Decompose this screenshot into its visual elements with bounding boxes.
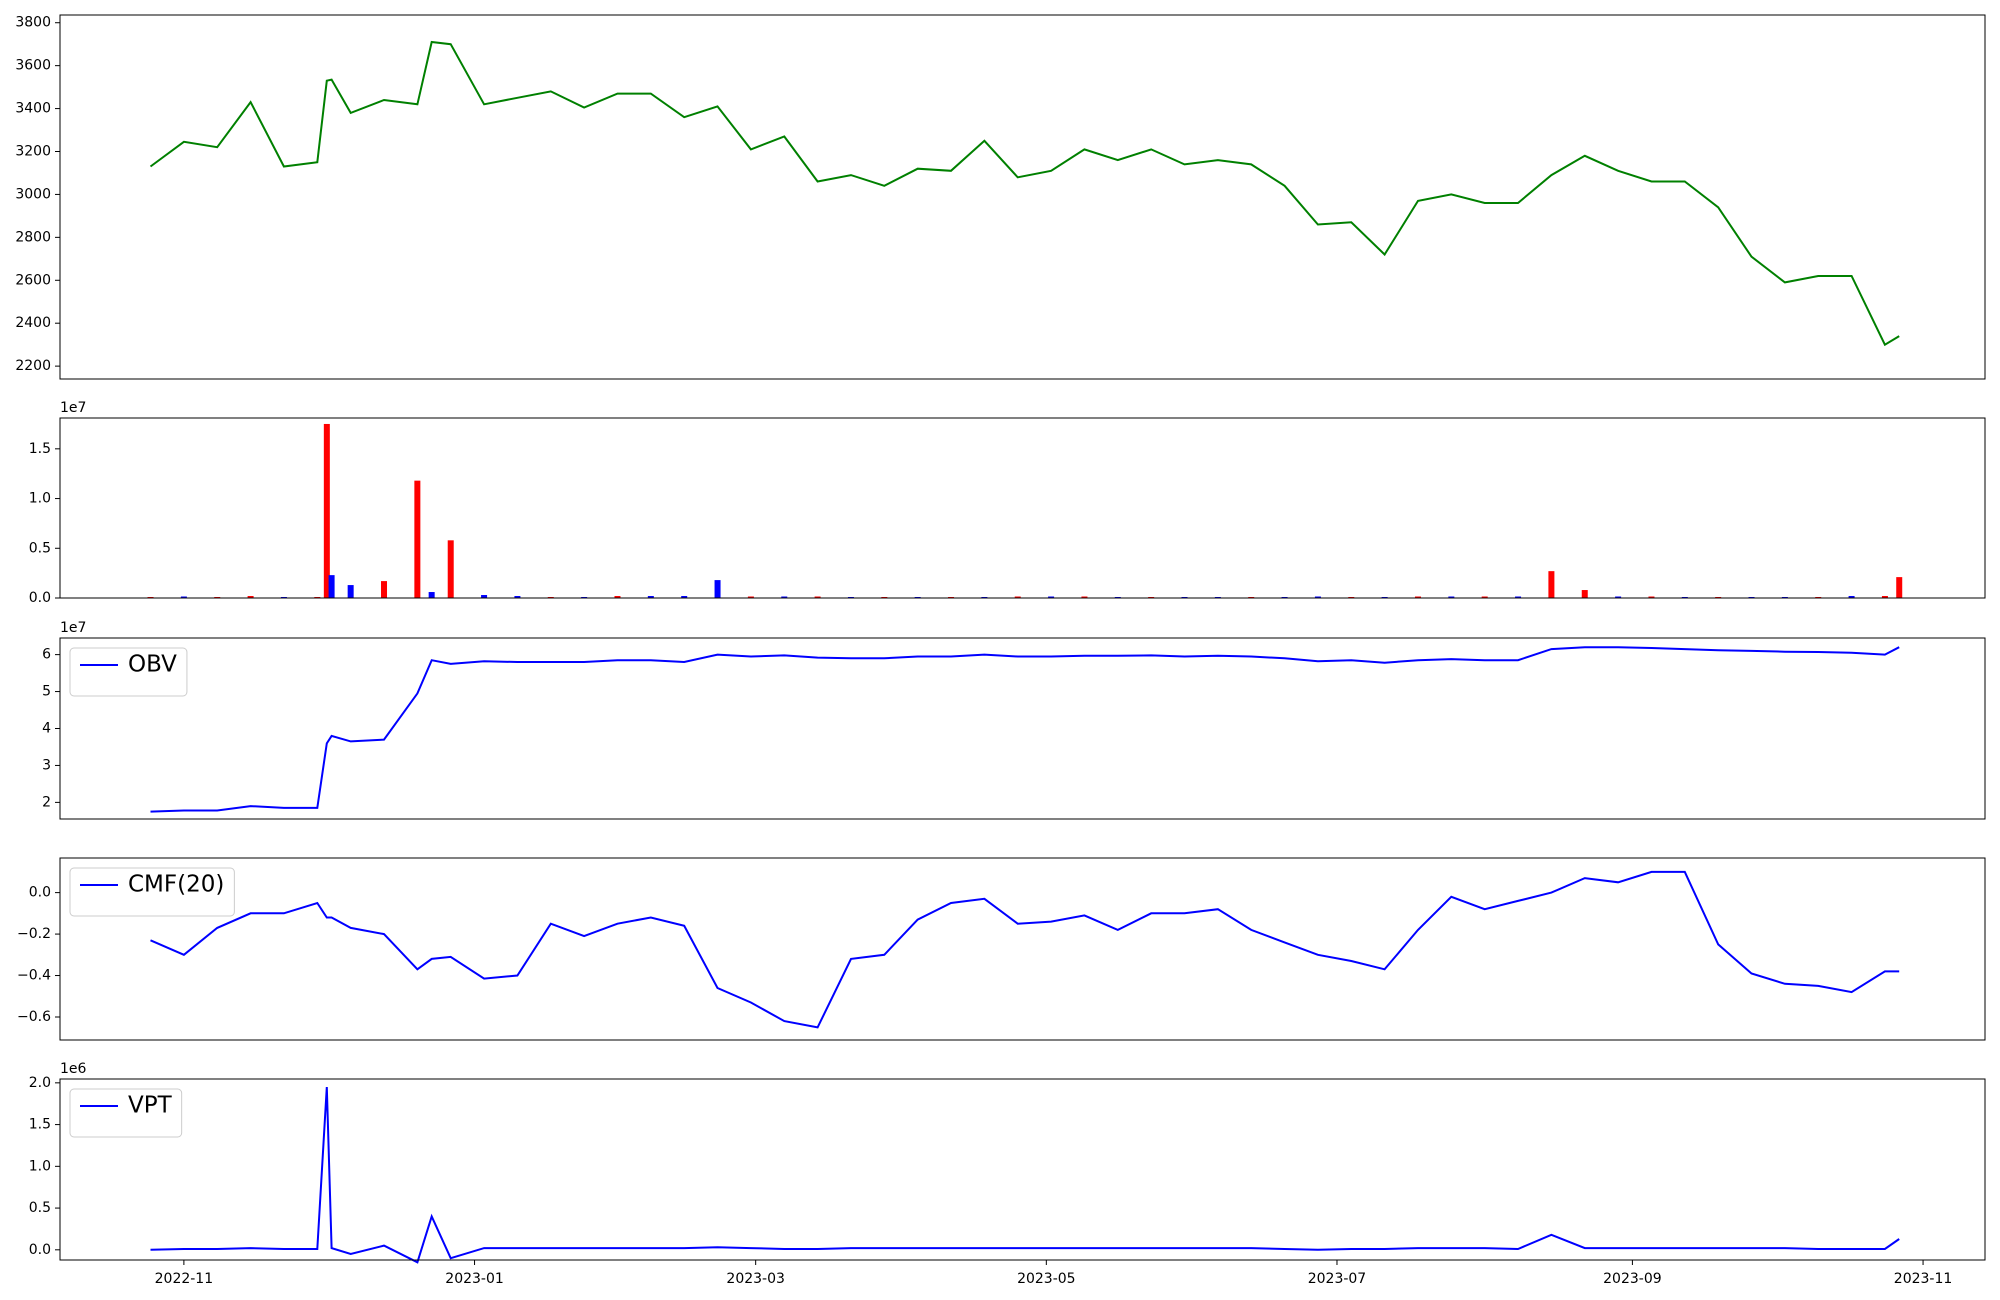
y-tick-label: 2.0 bbox=[29, 1075, 51, 1091]
x-tick-label: 2023-01 bbox=[445, 1271, 504, 1287]
y-tick-label: 0.0 bbox=[29, 1242, 51, 1258]
bar bbox=[381, 581, 388, 598]
bar bbox=[514, 596, 521, 598]
y-tick-label: 3800 bbox=[15, 15, 51, 31]
bar bbox=[1896, 577, 1903, 598]
bar bbox=[447, 540, 454, 598]
bar bbox=[1314, 596, 1321, 598]
bar bbox=[1481, 596, 1488, 598]
axes-frame bbox=[59, 1078, 1986, 1261]
y-tick-label: 2400 bbox=[15, 315, 51, 331]
y-tick-label: 1.5 bbox=[29, 441, 51, 457]
bar bbox=[1414, 596, 1421, 598]
legend-label: CMF(20) bbox=[128, 872, 224, 898]
axes-frame bbox=[59, 857, 1986, 1041]
y-tick-label: 2 bbox=[42, 794, 51, 810]
legend-label: OBV bbox=[128, 652, 177, 678]
y-tick-label: 3200 bbox=[15, 144, 51, 160]
x-tick-label: 2023-11 bbox=[1894, 1271, 1953, 1287]
bar bbox=[814, 596, 821, 598]
y-tick-label: 1.0 bbox=[29, 1158, 51, 1174]
bar bbox=[247, 596, 254, 598]
legend-box bbox=[69, 647, 188, 697]
y-tick-label: 0.5 bbox=[29, 540, 51, 556]
offset-text: 1e6 bbox=[60, 1061, 87, 1077]
axes-frame bbox=[59, 14, 1986, 380]
bar bbox=[328, 575, 335, 598]
bar bbox=[647, 596, 654, 598]
bar bbox=[1515, 596, 1522, 598]
y-tick-label: 2600 bbox=[15, 272, 51, 288]
bar bbox=[781, 596, 788, 598]
data-line bbox=[150, 646, 1900, 813]
y-tick-label: −0.6 bbox=[17, 1009, 51, 1025]
x-tick-label: 2023-03 bbox=[726, 1271, 785, 1287]
bar bbox=[1615, 596, 1622, 598]
y-tick-label: 1.0 bbox=[29, 491, 51, 507]
x-tick-label: 2023-09 bbox=[1603, 1271, 1662, 1287]
bar bbox=[1014, 596, 1021, 598]
bar bbox=[180, 596, 187, 598]
bar bbox=[1581, 590, 1588, 598]
bar bbox=[414, 480, 421, 598]
bar bbox=[1881, 596, 1888, 598]
y-tick-label: −0.2 bbox=[17, 926, 51, 942]
data-line bbox=[150, 1086, 1900, 1264]
bar bbox=[681, 596, 688, 598]
y-tick-label: 0.0 bbox=[29, 590, 51, 606]
y-tick-label: 3000 bbox=[15, 186, 51, 202]
x-tick-label: 2022-11 bbox=[155, 1271, 214, 1287]
bar bbox=[1448, 596, 1455, 598]
bar bbox=[1648, 596, 1655, 598]
offset-text: 1e7 bbox=[60, 620, 86, 636]
bar bbox=[1048, 596, 1055, 598]
y-tick-label: 2200 bbox=[15, 358, 51, 374]
y-tick-label: 6 bbox=[42, 647, 51, 663]
axes-frame bbox=[59, 637, 1986, 820]
legend-label: VPT bbox=[128, 1093, 173, 1119]
y-tick-label: 0.0 bbox=[29, 885, 51, 901]
y-tick-label: 3600 bbox=[15, 58, 51, 74]
y-tick-label: −0.4 bbox=[17, 968, 51, 984]
x-tick-label: 2023-07 bbox=[1308, 1271, 1367, 1287]
y-tick-label: 0.5 bbox=[29, 1200, 51, 1216]
bar bbox=[714, 580, 721, 598]
data-line bbox=[149, 40, 1900, 347]
bar bbox=[323, 423, 330, 598]
bar bbox=[428, 592, 435, 598]
legend-box bbox=[69, 1088, 183, 1138]
y-tick-label: 2800 bbox=[15, 229, 51, 245]
y-tick-label: 3400 bbox=[15, 101, 51, 117]
bar bbox=[614, 596, 621, 598]
x-tick-label: 2023-05 bbox=[1017, 1271, 1076, 1287]
bar bbox=[347, 585, 354, 598]
y-tick-label: 3 bbox=[42, 757, 51, 773]
data-line bbox=[150, 870, 1900, 1029]
y-tick-label: 4 bbox=[42, 721, 51, 737]
bar bbox=[1848, 596, 1855, 598]
bar bbox=[1548, 571, 1555, 598]
bar bbox=[747, 596, 754, 598]
bar bbox=[481, 595, 488, 598]
legend-box bbox=[69, 867, 235, 917]
axes-frame bbox=[59, 417, 1986, 599]
y-tick-label: 5 bbox=[42, 684, 51, 700]
offset-text: 1e7 bbox=[60, 400, 86, 416]
bar bbox=[1081, 596, 1088, 598]
y-tick-label: 1.5 bbox=[29, 1117, 51, 1133]
